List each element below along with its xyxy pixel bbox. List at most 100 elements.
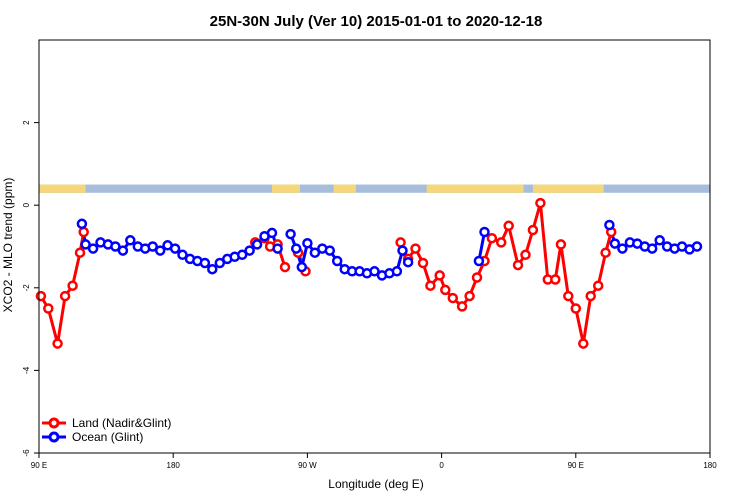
data-point-ocean-45 [402,256,414,268]
legend-label-ocean: Ocean (Glint) [72,430,143,444]
data-point-ocean-60 [691,241,703,252]
legend-marker-ocean [48,431,60,443]
data-point-land-41 [600,247,611,258]
data-point-land-18 [425,280,436,291]
data-point-land-3 [59,290,71,302]
data-point-ocean-40 [369,266,380,277]
data-point-ocean-14 [177,249,188,261]
series-line-land [39,201,613,346]
data-point-ocean-46 [473,255,485,267]
land-mask-band [39,184,710,193]
data-point-land-6 [78,226,89,238]
land-segment-0 [39,184,86,193]
data-point-land-21 [447,292,459,304]
data-point-land-32 [535,197,546,209]
land-segment-2 [333,184,356,193]
data-point-ocean-6 [117,245,129,256]
y-tick-label-4: 2 [22,120,31,125]
land-segment-1 [271,184,300,193]
data-point-ocean-55 [654,235,665,246]
data-point-ocean-54 [646,243,658,254]
y-tick-label-0: -6 [22,449,31,457]
x-tick-label-3: 0 [439,461,444,470]
data-point-land-4 [67,280,78,291]
data-point-land-5 [74,247,86,258]
data-point-land-16 [410,243,421,254]
legend-marker-land [48,417,60,429]
data-point-land-17 [417,257,429,269]
chart-title: 25N-30N July (Ver 10) 2015-01-01 to 2020… [210,13,543,30]
y-tick-label-3: 0 [22,202,31,207]
data-point-ocean-43 [391,266,403,277]
data-point-ocean-1 [80,239,91,250]
data-point-ocean-11 [154,245,166,256]
x-tick-label-0: 90 E [31,461,47,470]
x-tick-label-2: 90 W [298,461,317,470]
legend-item-land: Land (Nadir&Glint) [42,416,171,430]
data-point-ocean-49 [609,238,621,249]
data-point-ocean-5 [110,241,121,252]
series-points [35,197,703,349]
data-point-ocean-27 [272,243,283,254]
data-point-ocean-18 [207,263,218,275]
legend-label-land: Land (Nadir&Glint) [72,416,171,430]
x-tick-label-1: 180 [167,461,181,470]
land-segment-3 [426,184,524,193]
data-point-land-14 [395,237,406,248]
data-point-ocean-31 [302,237,313,249]
data-point-land-24 [471,272,483,283]
data-point-ocean-13 [169,243,181,254]
x-axis: 90 E 180 90 W 0 90 E 180 [31,453,717,470]
data-point-land-23 [464,290,475,302]
data-point-land-20 [440,284,451,296]
data-point-land-30 [520,249,531,261]
x-tick-label-4: 90 E [568,461,584,470]
data-point-ocean-17 [199,257,211,269]
data-point-ocean-30 [296,261,308,273]
x-tick-label-5: 180 [703,461,717,470]
data-point-ocean-35 [331,255,343,267]
data-point-land-19 [434,270,445,281]
data-point-ocean-47 [479,226,490,238]
data-point-land-37 [570,303,582,314]
data-point-land-26 [486,232,498,244]
data-point-ocean-34 [324,245,336,256]
data-point-land-22 [456,301,468,312]
legend: Land (Nadir&Glint) Ocean (Glint) [42,416,171,444]
data-point-ocean-48 [604,219,615,231]
data-point-ocean-50 [617,243,628,254]
data-point-ocean-0 [76,218,88,230]
data-point-ocean-7 [125,235,136,246]
legend-item-ocean: Ocean (Glint) [42,430,143,444]
data-point-ocean-26 [266,227,278,239]
data-point-ocean-23 [244,245,255,256]
data-point-ocean-32 [309,247,321,258]
data-point-land-31 [527,224,539,236]
data-point-ocean-2 [87,243,99,254]
y-tick-label-2: -2 [22,284,31,292]
data-point-land-40 [592,280,604,291]
land-segment-4 [532,184,604,193]
data-point-land-36 [563,290,574,302]
data-point-ocean-10 [147,241,158,252]
data-point-land-27 [495,237,507,248]
plot-frame [38,39,711,454]
data-point-land-39 [585,290,596,302]
data-point-land-0 [35,290,47,302]
y-axis-label: XCO2 - MLO trend (ppm) [1,178,15,313]
data-point-ocean-22 [236,249,248,261]
data-point-land-28 [503,220,514,232]
data-point-land-34 [550,274,561,285]
data-point-land-35 [555,239,567,250]
data-point-ocean-29 [290,243,302,254]
data-point-land-2 [52,338,63,349]
ocean-band [39,184,710,193]
data-point-ocean-28 [285,228,296,240]
y-tick-label-1: -4 [22,366,31,374]
data-point-land-1 [43,303,54,314]
data-point-land-29 [512,259,524,271]
y-axis: -6 -4 -2 0 2 [22,120,39,457]
data-point-land-11 [279,261,291,273]
data-point-ocean-19 [214,257,226,269]
